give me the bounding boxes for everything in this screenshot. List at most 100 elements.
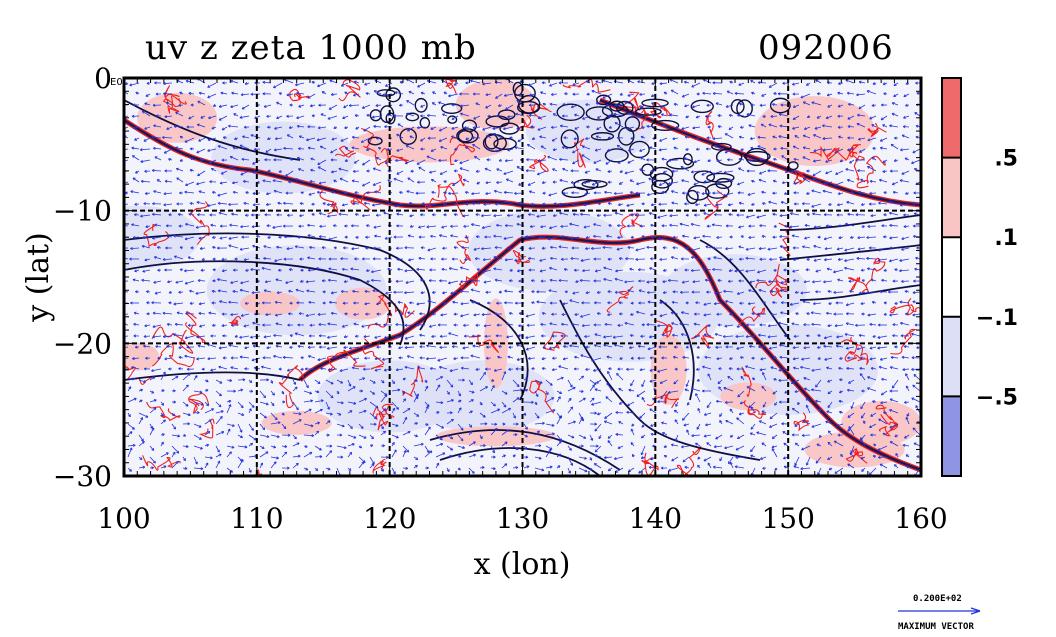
wind-vector <box>226 445 235 448</box>
wind-vector-head <box>336 391 340 395</box>
wind-vector <box>199 324 206 327</box>
wind-vector-head <box>164 179 168 183</box>
height-contour <box>634 107 662 116</box>
wind-vector <box>353 323 360 326</box>
positive-vorticity-area <box>754 96 875 167</box>
wind-vector-head <box>218 453 222 457</box>
wind-vector-head <box>282 201 286 205</box>
positive-vorticity-area <box>841 400 921 445</box>
wind-vector-head <box>119 161 122 163</box>
wind-vector-head <box>217 278 220 282</box>
wind-vector <box>153 280 162 284</box>
wind-vector <box>164 180 173 183</box>
wind-vector-head <box>289 103 293 107</box>
wind-vector-head <box>298 147 301 151</box>
vorticity-contour <box>518 114 535 132</box>
wind-vector <box>184 137 195 143</box>
wind-vector-head <box>328 107 332 110</box>
wind-vector <box>272 225 283 229</box>
wind-vector-head <box>317 312 321 316</box>
wind-vector <box>175 147 184 150</box>
wind-vector-head <box>330 381 334 385</box>
wind-vector-head <box>172 413 176 417</box>
wind-vector-head <box>364 397 368 401</box>
wind-vector-head <box>266 346 270 350</box>
wind-vector <box>231 213 239 216</box>
wind-vector-head <box>131 155 135 158</box>
wind-vector <box>160 465 167 469</box>
wind-vector-head <box>163 465 167 469</box>
wind-vector <box>303 408 312 414</box>
wind-vector-head <box>275 322 279 326</box>
wind-vector <box>250 269 261 271</box>
wind-vector-head <box>178 355 182 359</box>
wind-vector-head <box>305 313 309 317</box>
vorticity-contour <box>890 328 917 355</box>
wind-vector-head <box>351 135 355 139</box>
wind-vector <box>353 357 360 361</box>
wind-vector <box>336 445 347 449</box>
wind-vector-head <box>156 246 160 250</box>
wind-vector-head <box>212 279 216 283</box>
vorticity-contour <box>468 334 499 353</box>
wind-vector <box>182 384 189 392</box>
wind-vector <box>263 257 272 260</box>
wind-vector-head <box>228 344 232 348</box>
wind-vector-head <box>221 323 225 328</box>
wind-vector <box>228 245 239 249</box>
wind-vector-head <box>128 386 132 390</box>
wind-vector <box>237 389 243 392</box>
wind-vector-head <box>341 203 345 207</box>
wind-vector-head <box>229 155 233 159</box>
wind-vector <box>314 400 324 403</box>
wind-vector-head <box>152 460 156 464</box>
wind-vector-head <box>278 268 281 272</box>
wind-vector <box>226 467 233 473</box>
wind-vector-head <box>286 134 290 138</box>
wind-vector <box>124 126 129 130</box>
wind-vector <box>327 335 338 338</box>
wind-vector <box>329 79 338 84</box>
wind-vector <box>274 126 283 130</box>
wind-vector <box>218 212 228 216</box>
wind-vector-head <box>309 391 313 395</box>
wind-vector-head <box>188 116 192 120</box>
wind-vector-head <box>264 280 268 284</box>
wind-vector-head <box>327 420 331 424</box>
wind-vector <box>196 225 206 228</box>
wind-vector <box>314 379 321 384</box>
wind-vector-head <box>189 147 193 151</box>
wind-vector-head <box>273 354 276 358</box>
wind-vector <box>307 234 316 238</box>
wind-vector <box>219 236 228 239</box>
wind-vector-head <box>352 289 355 293</box>
wind-vector-head <box>348 383 352 387</box>
wind-vector-head <box>278 235 282 239</box>
wind-vector <box>283 356 294 359</box>
wind-vector-head <box>154 156 158 160</box>
wind-vector <box>354 159 360 164</box>
wind-vector <box>308 147 316 150</box>
wind-vector-head <box>178 224 182 228</box>
wind-vector <box>305 313 316 317</box>
wind-vector-head <box>165 246 168 250</box>
wind-vector-head <box>299 257 302 261</box>
wind-vector <box>259 401 269 405</box>
wind-vector-head <box>283 426 287 430</box>
wind-vector-head <box>353 312 356 316</box>
wind-vector-head <box>240 405 244 409</box>
wind-vector-head <box>351 443 355 446</box>
wind-vector-head <box>364 82 367 86</box>
wind-vector-head <box>298 135 302 139</box>
wind-vector-head <box>330 158 334 162</box>
wind-vector-head <box>156 179 160 182</box>
wind-vector-head <box>142 269 146 273</box>
wind-vector <box>232 147 239 150</box>
wind-vector-head <box>199 390 203 394</box>
wind-vector-head <box>189 168 193 172</box>
wind-vector-head <box>132 235 136 239</box>
wind-vector-head <box>208 419 212 423</box>
wind-vector-head <box>242 378 246 382</box>
vorticity-contour <box>456 234 472 264</box>
wind-vector-head <box>333 224 336 228</box>
